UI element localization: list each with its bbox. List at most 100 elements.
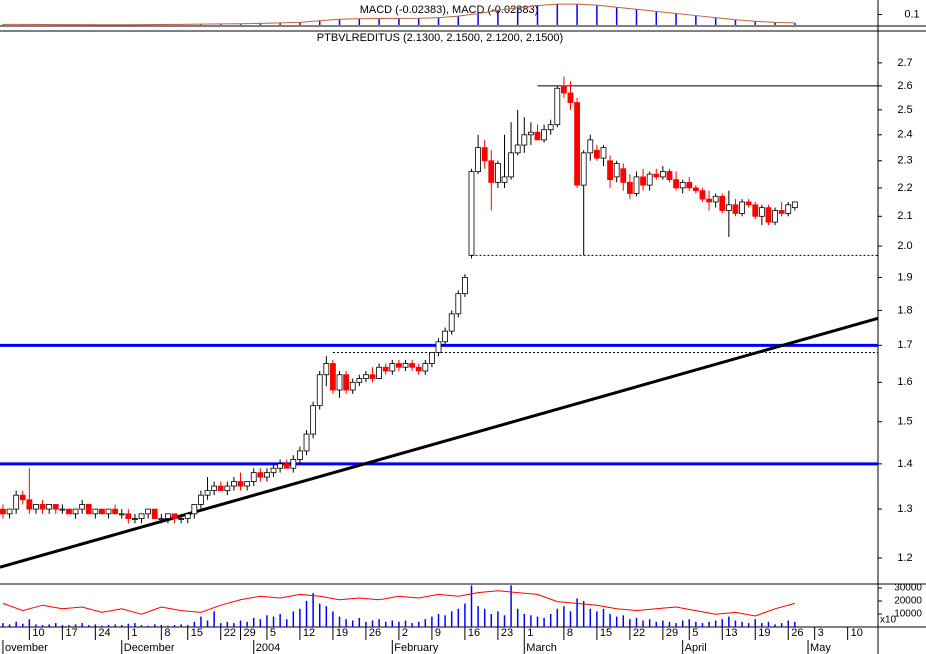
- candle-body: [508, 152, 514, 178]
- candle-body: [204, 490, 211, 496]
- x-tick-label: 19: [758, 627, 770, 639]
- candle-body: [534, 131, 541, 141]
- candle-body: [92, 508, 99, 515]
- candle-body: [264, 472, 270, 478]
- y-tick-label: 2.0: [897, 240, 912, 252]
- month-label: ovember: [5, 642, 48, 654]
- candle-body: [211, 485, 218, 492]
- candle-body: [323, 363, 330, 376]
- candle-body: [442, 330, 449, 343]
- candle-body: [6, 508, 13, 515]
- x-tick-label: 15: [191, 627, 203, 639]
- candle-body: [297, 450, 303, 460]
- x-tick-label: 13: [725, 627, 737, 639]
- candle-body: [105, 508, 112, 515]
- candle-body: [435, 341, 442, 353]
- x-tick-label: 9: [435, 627, 441, 639]
- candle-body: [303, 433, 310, 452]
- candle-body: [217, 485, 224, 492]
- candle-body: [290, 459, 297, 469]
- candle-body: [19, 494, 26, 501]
- x-tick-label: 17: [65, 627, 77, 639]
- candle-body: [224, 485, 231, 492]
- candle-body: [0, 508, 6, 515]
- candle-body: [257, 472, 264, 478]
- candle-body: [402, 363, 409, 368]
- candle-body: [468, 171, 475, 256]
- candle-body: [514, 144, 521, 154]
- candle-body: [26, 499, 33, 510]
- candle-body: [66, 508, 72, 515]
- candle-body: [673, 179, 679, 189]
- candle-body: [620, 168, 627, 183]
- candle-body: [587, 139, 594, 154]
- candle-body: [396, 363, 402, 368]
- candle-body: [521, 134, 528, 146]
- oscillator-line: [2, 590, 795, 617]
- candle-body: [653, 173, 660, 178]
- candle-body: [613, 163, 620, 178]
- y-tick-label: 1.7: [897, 339, 912, 351]
- candle-body: [462, 277, 468, 295]
- x-tick-label: 5: [692, 627, 698, 639]
- x-tick-label: 10: [851, 627, 863, 639]
- y-tick-label: 1.3: [897, 503, 912, 515]
- y-tick-label: 2.1: [897, 210, 912, 222]
- candle-body: [659, 171, 666, 178]
- candle-body: [692, 187, 699, 192]
- x-tick-label: 15: [600, 627, 612, 639]
- month-label: February: [394, 642, 439, 654]
- x-tick-label: 29: [244, 627, 256, 639]
- month-label: 2004: [256, 642, 280, 654]
- candle-body: [85, 504, 92, 515]
- candle-body: [99, 508, 105, 515]
- x-tick-label: 1: [527, 627, 533, 639]
- candle-body: [719, 195, 726, 211]
- candle-body: [494, 163, 501, 183]
- candle-body: [527, 131, 534, 136]
- candle-body: [646, 173, 653, 186]
- candle-body: [626, 181, 633, 194]
- y-tick-label: 2.5: [897, 104, 912, 116]
- macd-label: MACD (-0.02383), MACD (-0.02383): [360, 4, 539, 16]
- candle-body: [145, 508, 152, 515]
- candle-body: [547, 124, 554, 131]
- candle-body: [560, 85, 567, 94]
- candle-body: [356, 378, 363, 383]
- x-tick-label: 12: [303, 627, 315, 639]
- macd-line: [2, 3, 795, 26]
- candle-body: [184, 513, 191, 519]
- candle-body: [376, 366, 383, 379]
- candle-body: [475, 147, 481, 172]
- candle-body: [725, 204, 732, 211]
- candle-body: [488, 160, 495, 183]
- candle-body: [409, 363, 416, 368]
- candle-body: [158, 518, 165, 520]
- candle-body: [593, 149, 600, 159]
- y-tick-label: 2.2: [897, 182, 912, 194]
- candle-body: [138, 513, 145, 519]
- volume-tick-label: 20000: [894, 596, 922, 607]
- y-tick-label: 2.3: [897, 155, 912, 167]
- month-label: December: [124, 642, 175, 654]
- candle-body: [429, 352, 435, 364]
- candle-body: [178, 518, 185, 520]
- candle-body: [785, 204, 792, 214]
- candle-body: [59, 508, 66, 511]
- candle-body: [191, 504, 198, 515]
- y-tick-label: 1.2: [897, 552, 912, 564]
- trend-line: [0, 316, 879, 569]
- candle-body: [666, 171, 673, 181]
- month-label: March: [526, 642, 557, 654]
- x-tick-label: 16: [468, 627, 480, 639]
- candle-body: [699, 190, 706, 200]
- y-tick-label: 1.5: [897, 416, 912, 428]
- candle-body: [772, 210, 778, 223]
- candle-body: [765, 207, 772, 223]
- candle-body: [349, 381, 356, 391]
- candle-body: [778, 210, 785, 214]
- x-tick-label: 8: [164, 627, 170, 639]
- candle-body: [389, 363, 396, 372]
- candle-body: [13, 494, 20, 510]
